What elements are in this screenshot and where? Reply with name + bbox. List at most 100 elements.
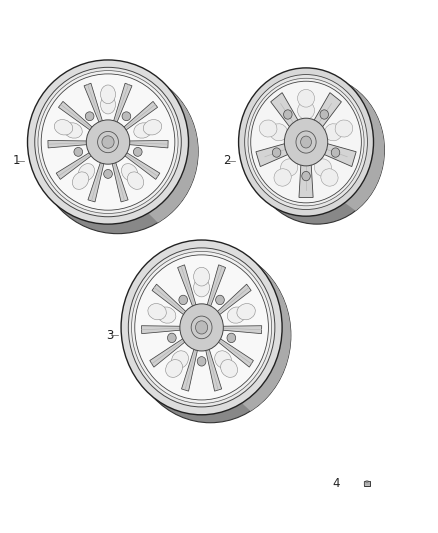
Polygon shape [111, 83, 132, 130]
Ellipse shape [272, 148, 281, 157]
Polygon shape [56, 149, 97, 180]
Ellipse shape [101, 85, 116, 104]
Polygon shape [58, 101, 98, 134]
Text: 2: 2 [223, 154, 231, 167]
Polygon shape [84, 83, 105, 130]
Polygon shape [215, 326, 262, 334]
Ellipse shape [365, 481, 369, 482]
Ellipse shape [157, 307, 176, 323]
Ellipse shape [85, 112, 94, 120]
Ellipse shape [302, 172, 310, 181]
Ellipse shape [325, 124, 342, 141]
Polygon shape [141, 326, 188, 334]
Ellipse shape [221, 360, 237, 377]
Ellipse shape [194, 278, 209, 297]
Polygon shape [212, 284, 251, 319]
Ellipse shape [237, 304, 255, 320]
Polygon shape [311, 93, 341, 132]
Ellipse shape [64, 123, 82, 138]
Polygon shape [88, 155, 106, 202]
Text: 4: 4 [332, 477, 339, 490]
Ellipse shape [134, 148, 142, 156]
Ellipse shape [270, 124, 287, 141]
Polygon shape [242, 252, 291, 411]
Text: 3: 3 [106, 329, 113, 342]
Ellipse shape [166, 360, 183, 377]
Ellipse shape [297, 102, 314, 119]
Ellipse shape [130, 248, 291, 423]
Polygon shape [181, 342, 199, 391]
Ellipse shape [239, 68, 374, 216]
Ellipse shape [320, 110, 328, 119]
Ellipse shape [245, 75, 367, 209]
FancyBboxPatch shape [364, 481, 370, 486]
Polygon shape [256, 142, 293, 166]
Ellipse shape [194, 267, 209, 286]
Polygon shape [110, 155, 128, 202]
Ellipse shape [72, 172, 89, 189]
Polygon shape [271, 93, 301, 132]
Ellipse shape [179, 295, 187, 305]
Ellipse shape [283, 110, 292, 119]
Ellipse shape [314, 159, 332, 176]
Ellipse shape [135, 255, 268, 400]
Ellipse shape [104, 169, 113, 179]
Ellipse shape [215, 295, 224, 305]
Ellipse shape [128, 248, 275, 407]
Ellipse shape [121, 164, 138, 181]
Ellipse shape [331, 148, 340, 157]
Ellipse shape [191, 316, 212, 338]
Ellipse shape [274, 169, 291, 186]
Ellipse shape [121, 240, 282, 415]
Polygon shape [118, 101, 158, 134]
Polygon shape [150, 335, 191, 367]
Ellipse shape [38, 70, 178, 213]
Ellipse shape [250, 76, 385, 224]
Polygon shape [152, 284, 191, 319]
Ellipse shape [195, 321, 208, 334]
Ellipse shape [248, 78, 364, 206]
Ellipse shape [127, 172, 144, 189]
Ellipse shape [102, 136, 114, 148]
Ellipse shape [215, 351, 232, 369]
Ellipse shape [335, 120, 353, 137]
Ellipse shape [148, 304, 166, 320]
Polygon shape [48, 140, 94, 148]
Ellipse shape [41, 74, 175, 210]
Ellipse shape [227, 307, 246, 323]
Polygon shape [345, 82, 385, 211]
Polygon shape [318, 142, 356, 166]
Ellipse shape [37, 69, 198, 233]
Ellipse shape [54, 119, 73, 135]
Ellipse shape [78, 164, 95, 181]
Text: 1: 1 [12, 154, 20, 167]
Ellipse shape [28, 60, 188, 224]
Ellipse shape [101, 95, 116, 114]
Polygon shape [177, 265, 198, 314]
Ellipse shape [172, 351, 188, 369]
Polygon shape [204, 342, 222, 391]
Ellipse shape [143, 119, 162, 135]
Ellipse shape [197, 357, 206, 366]
Ellipse shape [122, 112, 131, 120]
Ellipse shape [134, 123, 152, 138]
Ellipse shape [321, 169, 338, 186]
Ellipse shape [297, 90, 314, 107]
Ellipse shape [227, 333, 236, 343]
Polygon shape [122, 140, 168, 148]
Polygon shape [148, 71, 198, 223]
Ellipse shape [251, 81, 361, 203]
Polygon shape [212, 335, 254, 367]
Polygon shape [299, 158, 313, 197]
Ellipse shape [86, 120, 130, 164]
Polygon shape [119, 149, 160, 180]
Ellipse shape [284, 118, 328, 166]
Polygon shape [205, 265, 226, 314]
Ellipse shape [74, 148, 83, 156]
Ellipse shape [300, 136, 311, 148]
Ellipse shape [35, 67, 181, 217]
Ellipse shape [98, 132, 118, 152]
Ellipse shape [180, 304, 223, 351]
Ellipse shape [280, 159, 298, 176]
Ellipse shape [131, 252, 272, 403]
